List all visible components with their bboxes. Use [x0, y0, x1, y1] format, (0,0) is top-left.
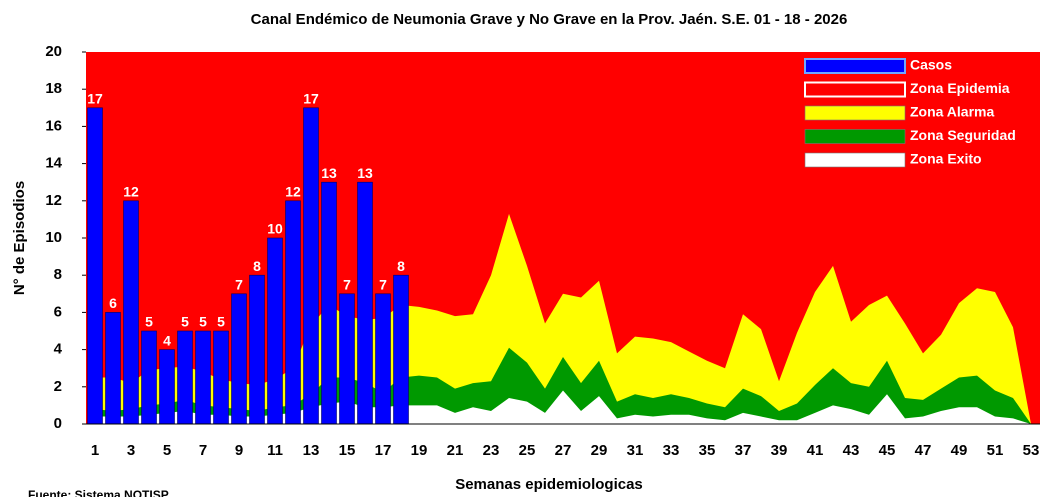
bar — [87, 107, 103, 425]
x-tick-label: 29 — [591, 442, 608, 459]
bar — [357, 181, 373, 425]
bar-value-label: 7 — [235, 277, 243, 293]
y-tick-label: 14 — [45, 155, 62, 172]
y-tick-label: 12 — [45, 192, 62, 209]
legend-label: Zona Epidemia — [910, 80, 1010, 96]
bar — [339, 293, 355, 425]
bar-value-label: 6 — [109, 295, 117, 311]
bar-value-label: 8 — [253, 258, 261, 274]
bar-value-label: 12 — [285, 184, 301, 200]
y-tick-label: 18 — [45, 80, 62, 97]
x-tick-label: 25 — [519, 442, 536, 459]
x-tick-label: 21 — [447, 442, 464, 459]
bar — [177, 330, 193, 425]
bar — [141, 330, 157, 425]
bar-value-label: 4 — [163, 332, 171, 348]
bar-value-label: 13 — [321, 165, 337, 181]
bar-value-label: 7 — [379, 277, 387, 293]
bar-value-label: 12 — [123, 184, 139, 200]
legend-swatch — [804, 152, 906, 168]
x-tick-label: 53 — [1023, 442, 1040, 459]
x-tick-label: 47 — [915, 442, 932, 459]
x-tick-label: 13 — [303, 442, 320, 459]
x-tick-label: 37 — [735, 442, 752, 459]
bar — [159, 349, 175, 425]
x-tick-label: 49 — [951, 442, 968, 459]
bar-value-label: 8 — [397, 258, 405, 274]
y-axis-label: N° de Episodios — [11, 181, 28, 295]
x-tick-label: 17 — [375, 442, 392, 459]
y-tick-label: 6 — [54, 303, 62, 320]
bar — [213, 330, 229, 425]
x-tick-label: 41 — [807, 442, 824, 459]
bar — [375, 293, 391, 425]
bar-value-label: 13 — [357, 165, 373, 181]
bar — [195, 330, 211, 425]
x-tick-label: 27 — [555, 442, 572, 459]
bar — [303, 107, 319, 425]
legend-swatch — [804, 105, 906, 121]
x-tick-label: 51 — [987, 442, 1004, 459]
x-tick-label: 11 — [267, 442, 283, 459]
bar-value-label: 17 — [87, 91, 103, 107]
x-tick-label: 3 — [127, 442, 135, 459]
x-tick-label: 9 — [235, 442, 243, 459]
bar — [105, 312, 121, 425]
legend-label: Zona Seguridad — [910, 127, 1016, 143]
x-tick-label: 1 — [91, 442, 99, 459]
y-tick-label: 0 — [54, 415, 62, 432]
chart-title: Canal Endémico de Neumonia Grave y No Gr… — [251, 11, 848, 28]
x-tick-label: 45 — [879, 442, 896, 459]
x-axis-label: Semanas epidemiologicas — [455, 476, 643, 493]
legend-label: Zona Alarma — [910, 104, 994, 120]
y-tick-label: 10 — [45, 229, 62, 246]
bar — [267, 237, 283, 425]
y-tick-label: 20 — [45, 43, 62, 60]
bar-value-label: 5 — [181, 314, 189, 330]
bar — [393, 274, 409, 425]
bar — [231, 293, 247, 425]
bar — [285, 200, 301, 425]
bar-value-label: 5 — [145, 314, 153, 330]
bar-value-label: 10 — [267, 221, 283, 237]
legend-swatch — [804, 129, 906, 144]
legend-swatch — [804, 58, 906, 74]
bar-value-label: 5 — [217, 314, 225, 330]
x-tick-label: 31 — [627, 442, 644, 459]
bar — [123, 200, 139, 425]
y-tick-label: 2 — [54, 378, 62, 395]
y-tick-label: 8 — [54, 266, 62, 283]
x-tick-label: 23 — [483, 442, 500, 459]
x-tick-label: 15 — [339, 442, 356, 459]
source-note: Fuente: Sistema NOTISP — [28, 488, 169, 497]
x-tick-label: 7 — [199, 442, 207, 459]
x-tick-label: 43 — [843, 442, 860, 459]
bar — [249, 274, 265, 425]
legend-label: Zona Exito — [910, 151, 982, 167]
y-tick-label: 4 — [54, 341, 63, 358]
bar — [321, 181, 337, 425]
x-tick-label: 39 — [771, 442, 788, 459]
x-tick-label: 19 — [411, 442, 428, 459]
bar-value-label: 5 — [199, 314, 207, 330]
x-tick-label: 35 — [699, 442, 716, 459]
x-tick-label: 5 — [163, 442, 171, 459]
bar-value-label: 17 — [303, 91, 319, 107]
legend-swatch — [804, 81, 906, 98]
legend-label: Casos — [910, 57, 952, 73]
x-tick-label: 33 — [663, 442, 680, 459]
bar-value-label: 7 — [343, 277, 351, 293]
y-tick-label: 16 — [45, 117, 62, 134]
